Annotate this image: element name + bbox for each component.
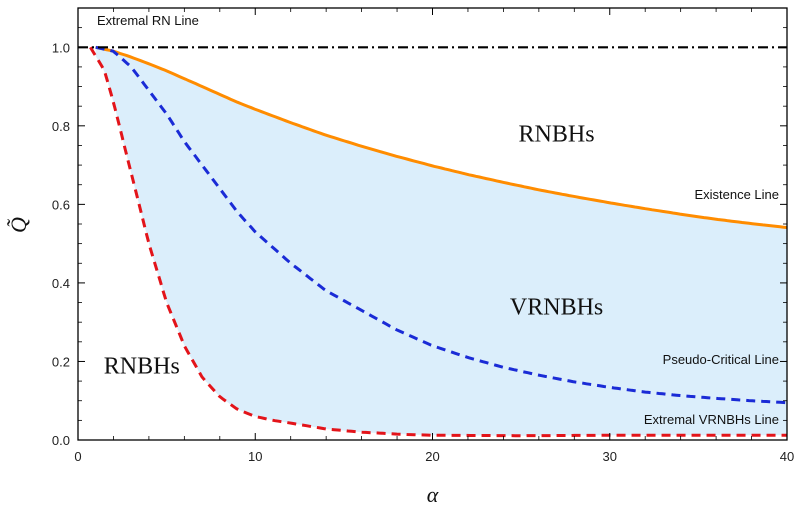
axis-ticks: 0 10 20 30 40 0.0 0.2 0.4 0.6 0.8 1.0 (52, 8, 794, 464)
series-extremal-vrnbhs-line (89, 46, 787, 438)
series-existence-line (95, 45, 788, 229)
x-tick-label: 40 (780, 449, 794, 464)
y-tick-label: 0.8 (52, 119, 70, 134)
series-pseudo-critical-line (95, 45, 788, 405)
y-axis-label: Q̃ (6, 217, 31, 233)
region-label-vrnbhs: VRNBHs (510, 294, 603, 320)
y-tick-label: 0.0 (52, 433, 70, 448)
label-extremal-vrnbhs-line: Extremal VRNBHs Line (644, 412, 779, 427)
y-tick-label: 1.0 (52, 40, 70, 55)
x-tick-label: 30 (603, 449, 617, 464)
series-layer (78, 45, 788, 438)
y-tick-label: 0.2 (52, 354, 70, 369)
x-tick-label: 20 (425, 449, 439, 464)
x-tick-label: 0 (74, 449, 81, 464)
region-label-rnbhs-lower: RNBHs (104, 353, 180, 379)
label-extremal-rn-line: Extremal RN Line (97, 13, 199, 28)
shaded-region (95, 47, 787, 436)
region-label-rnbhs-upper: RNBHs (519, 122, 595, 148)
label-existence-line: Existence Line (694, 187, 779, 202)
x-tick-label: 10 (248, 449, 262, 464)
y-tick-label: 0.4 (52, 276, 70, 291)
x-axis-label: α (427, 482, 439, 507)
label-pseudo-critical-line: Pseudo-Critical Line (663, 352, 779, 367)
y-tick-label: 0.6 (52, 197, 70, 212)
